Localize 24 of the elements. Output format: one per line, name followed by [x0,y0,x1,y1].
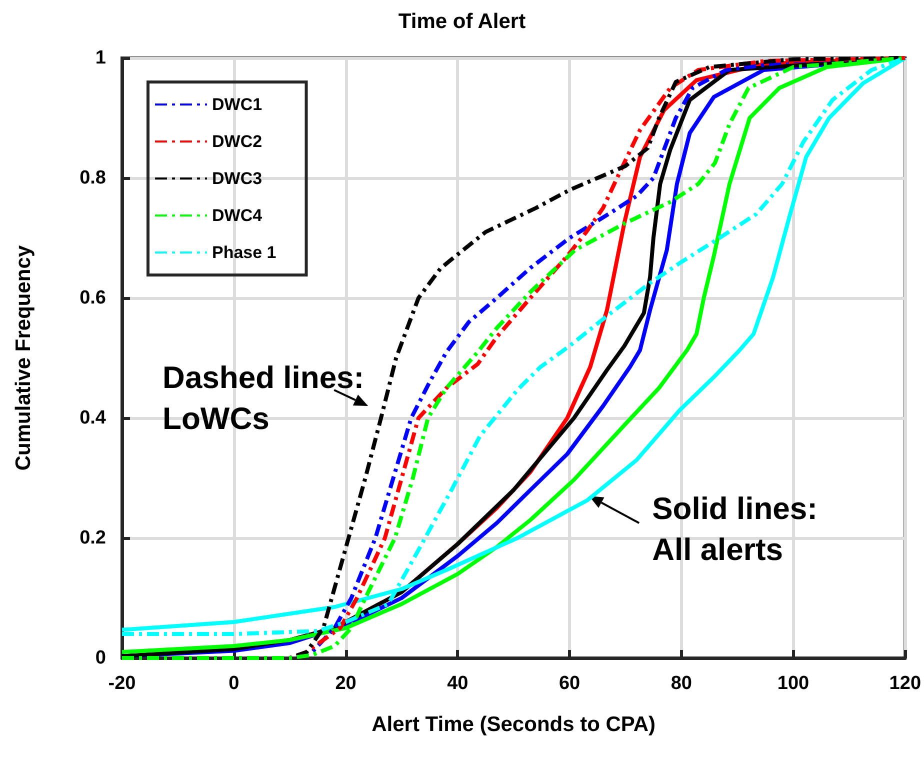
x-tick-label: 60 [558,673,580,694]
y-tick-label: 0 [95,648,106,668]
annotation: Dashed lines: LoWCs [162,360,364,436]
x-tick-label: 20 [335,673,356,694]
y-tick-label: 0.8 [80,168,106,188]
x-axis-title: Alert Time (Seconds to CPA) [372,713,656,736]
legend-label: DWC2 [212,132,262,151]
y-tick-label: 0.2 [80,528,106,548]
x-tick-label: 40 [447,673,468,694]
x-tick-label: 80 [670,673,692,694]
legend-label: DWC1 [212,95,262,114]
legend-label: DWC3 [212,169,262,188]
legend-label: Phase 1 [212,243,276,262]
y-tick-label: 1 [95,48,106,68]
annotation: Solid lines: All alerts [652,491,818,567]
y-axis-title: Cumulative Frequency [12,245,35,471]
x-tick-label: 120 [889,673,921,694]
x-tick-label: 0 [228,673,240,694]
y-tick-label: 0.6 [80,288,106,308]
legend-label: DWC4 [212,206,263,225]
x-tick-label: 100 [777,673,810,694]
x-tick-label: -20 [108,673,136,694]
chart-title: Time of Alert [398,10,526,33]
y-tick-label: 0.4 [80,408,106,428]
